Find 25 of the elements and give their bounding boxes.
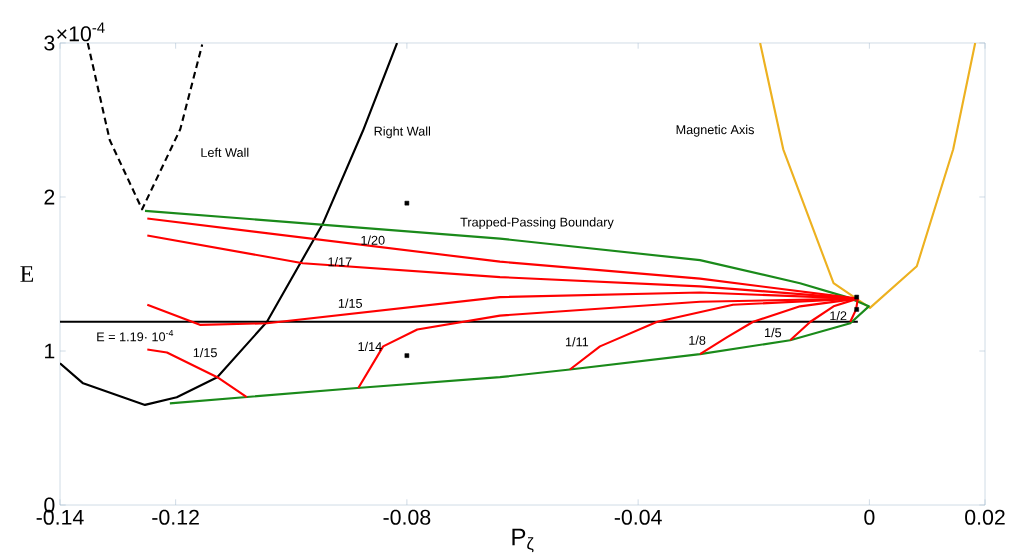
series-label: 1/20 xyxy=(361,235,385,245)
y-tick-label: 3 xyxy=(44,35,55,51)
x-tick-label: -0.04 xyxy=(614,509,662,525)
series-label: Right Wall xyxy=(374,126,431,139)
x-tick-label: -0.08 xyxy=(383,509,431,525)
series-label: Trapped-Passing Boundary xyxy=(460,217,614,230)
series-label: 1/8 xyxy=(689,335,706,345)
y-tick-label: 2 xyxy=(44,189,55,205)
series-label: 1/11 xyxy=(565,337,589,347)
series-label: 1/14 xyxy=(358,341,382,352)
series-label: Magnetic Axis xyxy=(676,124,754,137)
y-tick-label: 1 xyxy=(45,343,55,359)
y-axis-title: E xyxy=(20,266,34,282)
x-tick-label: 0.02 xyxy=(965,509,1005,525)
series-label: 1/5 xyxy=(765,327,782,338)
x-tick-label: 0 xyxy=(864,509,875,525)
series-label: 1/15 xyxy=(193,347,217,358)
series-label: 1/15 xyxy=(338,298,363,308)
text: Left Wall xyxy=(201,147,249,157)
text: ×10$^{-4}$ xyxy=(57,22,105,42)
series-label: 1/2 xyxy=(830,310,847,321)
series-label: E = 1.19· 10$^{-4}$ xyxy=(97,329,174,342)
series-label: 1/17 xyxy=(328,257,352,267)
x-axis-title: P$_{ζ}$ xyxy=(512,528,534,553)
x-tick-label: -0.12 xyxy=(152,509,199,525)
